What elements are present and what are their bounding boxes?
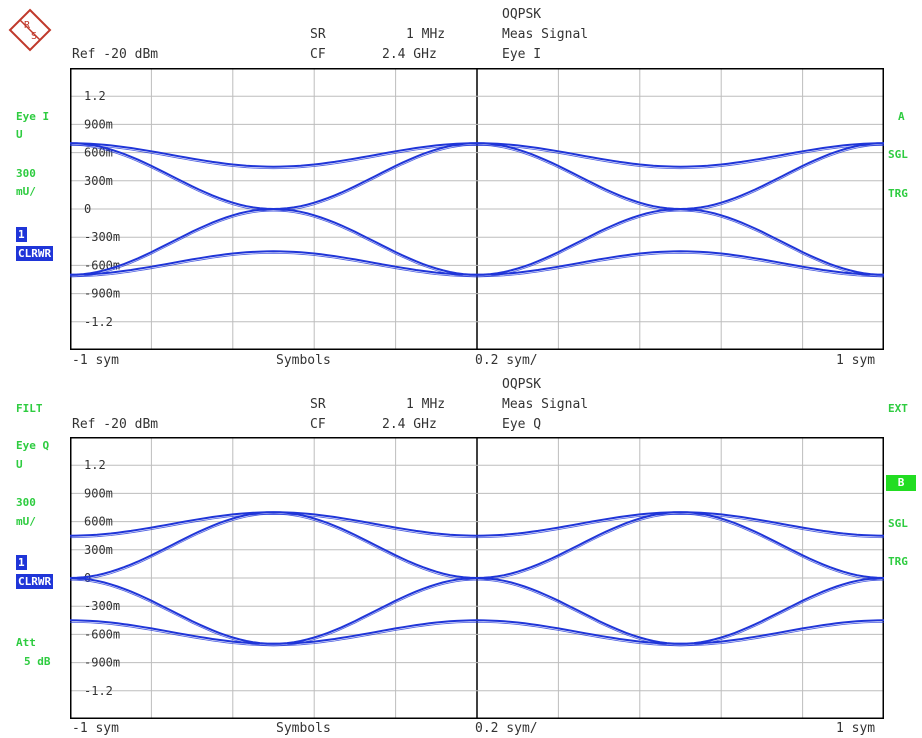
plot-frame <box>70 68 884 350</box>
eye-trace-3 <box>70 511 884 645</box>
bottom-x-title: Symbols <box>276 721 331 736</box>
bottom-x-start: -1 sym <box>72 721 119 736</box>
y-tick-label: -300m <box>84 230 120 244</box>
top-eye-label: Eye I <box>502 47 542 62</box>
eye-trace-1-shadow <box>70 513 884 539</box>
bottom-x-div: 0.2 sym/ <box>475 721 538 736</box>
bottom-trace-number[interactable]: 1 <box>16 555 27 570</box>
bottom-sgl: SGL <box>888 517 908 530</box>
y-tick-label: -300m <box>84 599 120 613</box>
bottom-trg: TRG <box>888 555 908 568</box>
svg-text:S: S <box>31 31 37 42</box>
logo-icon: R S <box>8 8 52 52</box>
top-trace-number[interactable]: 1 <box>16 227 27 242</box>
top-standard: OQPSK <box>502 7 542 22</box>
y-tick-label: 0 <box>84 202 91 216</box>
y-tick-label: -900m <box>84 656 120 670</box>
y-tick-label: -1.2 <box>84 684 113 698</box>
top-sr-label: SR <box>310 27 326 42</box>
bottom-x-stop: 1 sym <box>836 721 876 736</box>
top-ref: Ref -20 dBm <box>72 47 159 62</box>
bottom-screen-b[interactable]: B <box>886 475 916 491</box>
top-cf-label: CF <box>310 47 326 62</box>
y-tick-label: 1.2 <box>84 89 106 103</box>
top-unit: U <box>16 128 23 141</box>
y-tick-label: -1.2 <box>84 315 113 329</box>
y-tick-label: 1.2 <box>84 458 106 472</box>
bottom-filt: FILT <box>16 402 43 415</box>
bottom-standard: OQPSK <box>502 377 542 392</box>
y-tick-label: 900m <box>84 486 113 500</box>
eye-trace-3 <box>70 142 884 276</box>
top-sgl: SGL <box>888 148 908 161</box>
bottom-trace-mode[interactable]: CLRWR <box>16 574 54 589</box>
bottom-scale-unit: mU/ <box>16 515 36 528</box>
y-tick-label: -600m <box>84 627 120 641</box>
bottom-meas: Meas Signal <box>502 397 589 412</box>
y-tick-label: 300m <box>84 543 113 557</box>
top-x-title: Symbols <box>276 353 331 368</box>
eye-trace-3-shadow <box>70 144 884 278</box>
top-trace-name: Eye I <box>16 110 50 123</box>
y-tick-label: 300m <box>84 174 113 188</box>
eye-q-diagram: 1.2 900m 600m 300m 0 -300m -600m -900m -1.2 <box>70 437 884 719</box>
y-tick-label: 600m <box>84 515 113 529</box>
bottom-att-label: Att <box>16 636 36 649</box>
top-x-stop: 1 sym <box>836 353 876 368</box>
bottom-sr-value: 1 MHz <box>406 397 446 412</box>
svg-text:R: R <box>24 20 31 31</box>
bottom-scale: 300 <box>16 496 36 509</box>
y-tick-label: -900m <box>84 287 120 301</box>
top-trace-mode[interactable]: CLRWR <box>16 246 54 261</box>
bottom-trace-name: Eye Q <box>16 439 50 452</box>
y-tick-label: 0 <box>84 571 91 585</box>
y-tick-label: 900m <box>84 117 113 131</box>
top-sr-value: 1 MHz <box>406 27 446 42</box>
bottom-eye-label: Eye Q <box>502 417 542 432</box>
top-meas: Meas Signal <box>502 27 589 42</box>
bottom-ext: EXT <box>888 402 908 415</box>
bottom-ref: Ref -20 dBm <box>72 417 159 432</box>
eye-trace-1 <box>70 511 884 537</box>
top-scale: 300 <box>16 167 36 180</box>
eye-trace-3-shadow <box>70 513 884 647</box>
eye-trace-4 <box>70 619 884 645</box>
rs-logo: R S <box>8 8 52 52</box>
top-trg: TRG <box>888 187 908 200</box>
top-cf-value: 2.4 GHz <box>382 47 437 62</box>
y-tick-label: 600m <box>84 146 113 160</box>
eye-trace-4-shadow <box>70 621 884 647</box>
bottom-unit: U <box>16 458 23 471</box>
top-x-div: 0.2 sym/ <box>475 353 538 368</box>
top-screen-a[interactable]: A <box>898 110 905 123</box>
top-scale-unit: mU/ <box>16 185 36 198</box>
top-x-start: -1 sym <box>72 353 119 368</box>
bottom-att-value: 5 dB <box>24 655 51 668</box>
bottom-cf-label: CF <box>310 417 326 432</box>
eye-trace-4 <box>70 250 884 276</box>
eye-trace-4-shadow <box>70 252 884 278</box>
bottom-cf-value: 2.4 GHz <box>382 417 437 432</box>
bottom-sr-label: SR <box>310 397 326 412</box>
